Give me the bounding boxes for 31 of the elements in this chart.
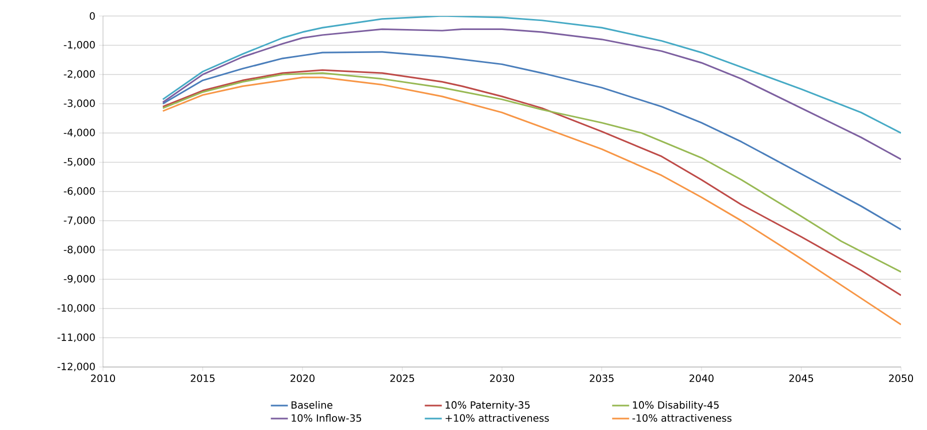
- y-tick-label: -7,000: [64, 216, 95, 226]
- y-tick-label: -3,000: [64, 99, 95, 108]
- legend-label: 10% Inflow-35: [292, 414, 362, 422]
- y-tick-label: -5,000: [64, 158, 95, 167]
- line-series: [162, 51, 902, 230]
- y-tick-label: -12,000: [58, 362, 95, 372]
- x-tick-label: 2035: [590, 374, 614, 382]
- y-tick-label: 0: [90, 12, 95, 20]
- legend-label: 10% Disability-45: [633, 401, 719, 411]
- y-tick-label: -11,000: [58, 333, 95, 342]
- legend-label: -10% attractiveness: [632, 414, 732, 422]
- legend-label: 10% Paternity-35: [446, 401, 530, 411]
- line-series: [162, 16, 902, 134]
- y-tick-label: -6,000: [64, 187, 95, 196]
- x-tick-label: 2025: [390, 374, 414, 382]
- x-tick-label: 2050: [889, 374, 914, 382]
- x-tick-label: 2020: [290, 374, 315, 382]
- x-tick-label: 2015: [190, 374, 215, 382]
- legend-label: Baseline: [292, 401, 332, 409]
- y-tick-label: -4,000: [64, 128, 95, 138]
- y-tick-label: -1,000: [64, 40, 95, 50]
- x-tick-label: 2030: [490, 374, 514, 382]
- y-tick-label: -2,000: [64, 70, 95, 79]
- y-tick-label: -8,000: [64, 246, 95, 254]
- x-tick-label: 2040: [690, 374, 714, 382]
- x-tick-label: 2045: [789, 374, 814, 382]
- y-tick-label: -9,000: [64, 274, 95, 284]
- legend-label: +10% attractiveness: [446, 414, 549, 422]
- x-tick-label: 2010: [91, 374, 116, 382]
- y-tick-label: -10,000: [58, 304, 95, 313]
- line-series: [162, 28, 902, 160]
